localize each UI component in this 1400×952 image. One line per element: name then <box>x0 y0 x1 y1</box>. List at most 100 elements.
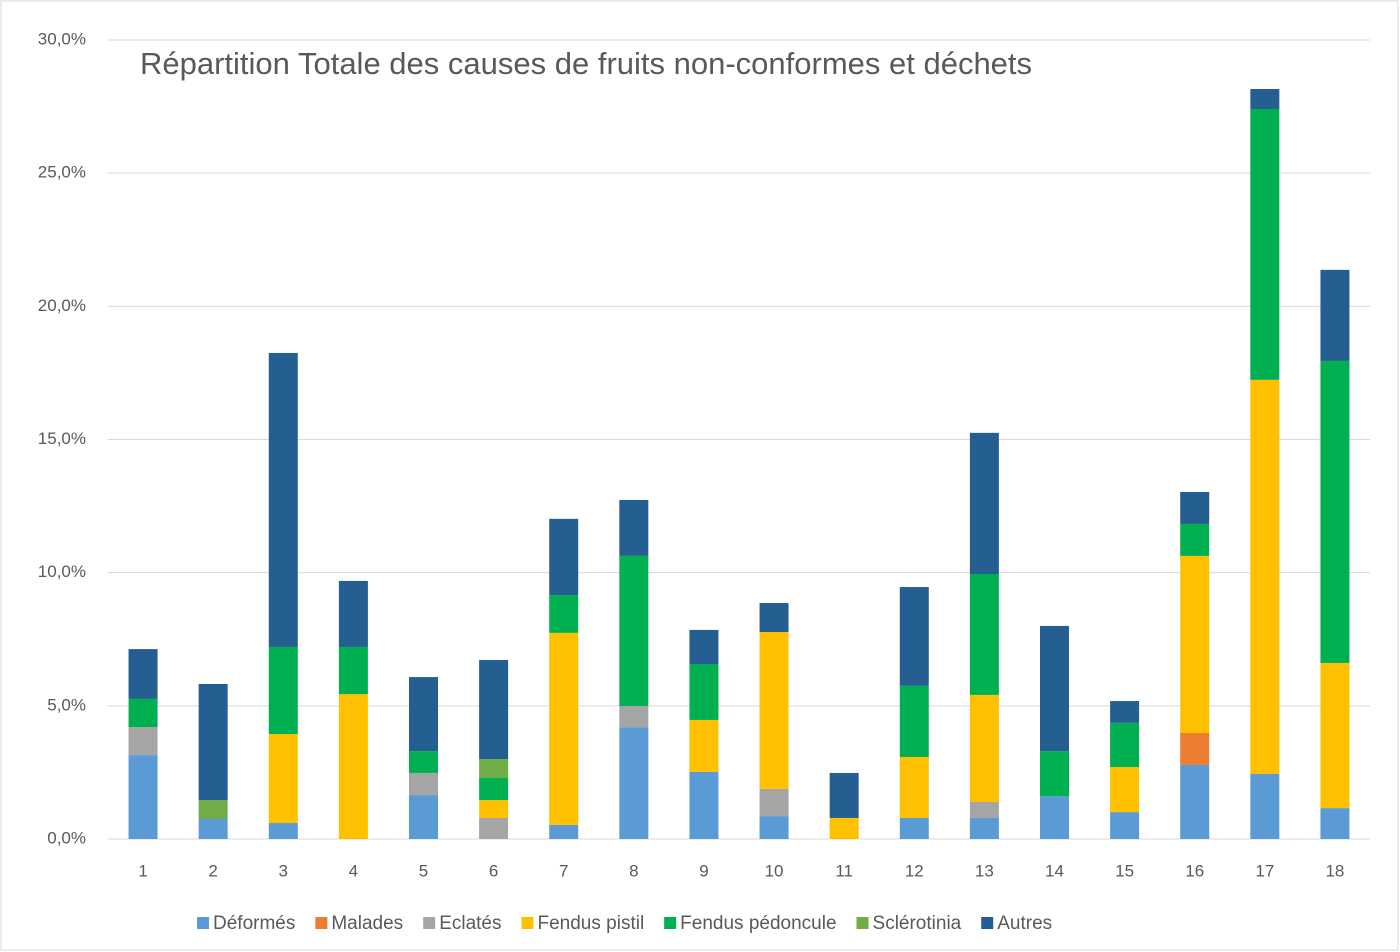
bar-segment <box>969 817 999 839</box>
bar-segment <box>759 632 789 789</box>
bar-segment <box>619 555 649 707</box>
bar-segment <box>409 677 438 752</box>
bar-segment <box>759 603 789 633</box>
legend-label: Eclatés <box>439 913 501 934</box>
bar-segment <box>128 755 158 839</box>
bar-segment <box>1180 732 1210 765</box>
x-tick-label: 13 <box>975 861 994 880</box>
legend-label: Autres <box>997 913 1052 934</box>
bar-segment <box>338 580 368 647</box>
bar-segment <box>409 751 438 773</box>
x-tick-label: 15 <box>1115 861 1134 880</box>
bar-segment <box>759 816 789 839</box>
x-tick-label: 10 <box>765 861 784 880</box>
legend-label: Malades <box>331 913 403 934</box>
bar-segment <box>829 772 859 818</box>
x-tick-label: 14 <box>1045 861 1064 880</box>
chart-title: Répartition Totale des causes de fruits … <box>140 46 1032 81</box>
bar-segment <box>128 649 158 699</box>
bar-segment <box>1250 108 1280 380</box>
y-tick-label: 25,0% <box>38 163 86 182</box>
bar-segment <box>409 795 438 839</box>
bar-segment <box>338 694 368 839</box>
bar-segment <box>479 800 509 818</box>
bar-segment <box>549 824 579 839</box>
bar-segment <box>1320 269 1350 361</box>
bar-segment <box>479 759 509 779</box>
bar-segment <box>899 685 929 757</box>
bar-segment <box>198 800 228 820</box>
x-tick-label: 9 <box>699 861 708 880</box>
bar-segment <box>1040 751 1069 797</box>
bar-segment <box>1110 701 1140 723</box>
legend-swatch <box>664 917 677 929</box>
y-tick-label: 15,0% <box>38 429 86 448</box>
legend-label: Fendus pédoncule <box>680 913 836 934</box>
bar-segment <box>689 629 719 665</box>
bar-segment <box>969 573 999 695</box>
legend-label: Fendus pistil <box>538 913 645 934</box>
bar-segment <box>969 801 999 818</box>
bar-segment <box>1180 523 1210 556</box>
bar-segment <box>899 817 929 839</box>
x-tick-label: 1 <box>138 861 147 880</box>
x-tick-label: 12 <box>905 861 924 880</box>
bar-segment <box>549 595 579 633</box>
y-tick-label: 20,0% <box>38 296 86 315</box>
bar-segment <box>549 518 579 596</box>
bar-segment <box>1180 764 1210 839</box>
bar-segment <box>268 646 298 735</box>
bar-segment <box>268 823 298 839</box>
bar-segment <box>198 683 228 801</box>
bar-segment <box>128 727 158 756</box>
legend-label: Déformés <box>213 913 295 934</box>
legend-swatch <box>315 917 328 929</box>
bar-segment <box>128 698 158 728</box>
bar-segment <box>479 660 509 760</box>
bar-segment <box>268 352 298 647</box>
bar-segment <box>1250 89 1280 109</box>
bar-segment <box>409 772 438 796</box>
x-tick-label: 17 <box>1255 861 1274 880</box>
bar-segment <box>198 819 228 839</box>
bar-segment <box>268 734 298 824</box>
x-tick-label: 7 <box>559 861 568 880</box>
bar-segment <box>829 817 859 839</box>
y-tick-label: 10,0% <box>38 562 86 581</box>
bar-segment <box>1250 379 1280 775</box>
legend-swatch <box>521 917 534 929</box>
bar-segment <box>899 756 929 818</box>
x-tick-label: 2 <box>208 861 217 880</box>
bar-segment <box>1110 812 1140 839</box>
bar-segment <box>689 771 719 839</box>
x-tick-label: 5 <box>419 861 428 880</box>
bar-segment <box>1180 491 1210 524</box>
legend-swatch <box>856 917 869 929</box>
bar-segment <box>1320 808 1350 839</box>
bar-segment <box>969 432 999 574</box>
x-tick-label: 18 <box>1325 861 1344 880</box>
bar-segment <box>1040 796 1069 839</box>
bar-segment <box>969 694 999 802</box>
bar-segment <box>1110 767 1140 813</box>
legend-swatch <box>981 917 994 929</box>
x-tick-label: 4 <box>349 861 358 880</box>
bar-segment <box>619 499 649 556</box>
bar-segment <box>338 646 368 695</box>
bar-segment <box>619 727 649 839</box>
bar-segment <box>1040 625 1069 752</box>
y-tick-label: 30,0% <box>38 29 86 48</box>
x-tick-label: 6 <box>489 861 498 880</box>
x-tick-label: 16 <box>1185 861 1204 880</box>
bar-segment <box>689 664 719 720</box>
bar-segment <box>479 778 509 801</box>
x-tick-label: 8 <box>629 861 638 880</box>
x-tick-label: 3 <box>279 861 288 880</box>
bar-segment <box>1320 662 1350 809</box>
bar-segment <box>689 719 719 772</box>
bar-segment <box>479 817 509 839</box>
y-tick-label: 0,0% <box>47 828 86 847</box>
bar-segment <box>1110 722 1140 768</box>
x-tick-label: 11 <box>835 861 853 880</box>
